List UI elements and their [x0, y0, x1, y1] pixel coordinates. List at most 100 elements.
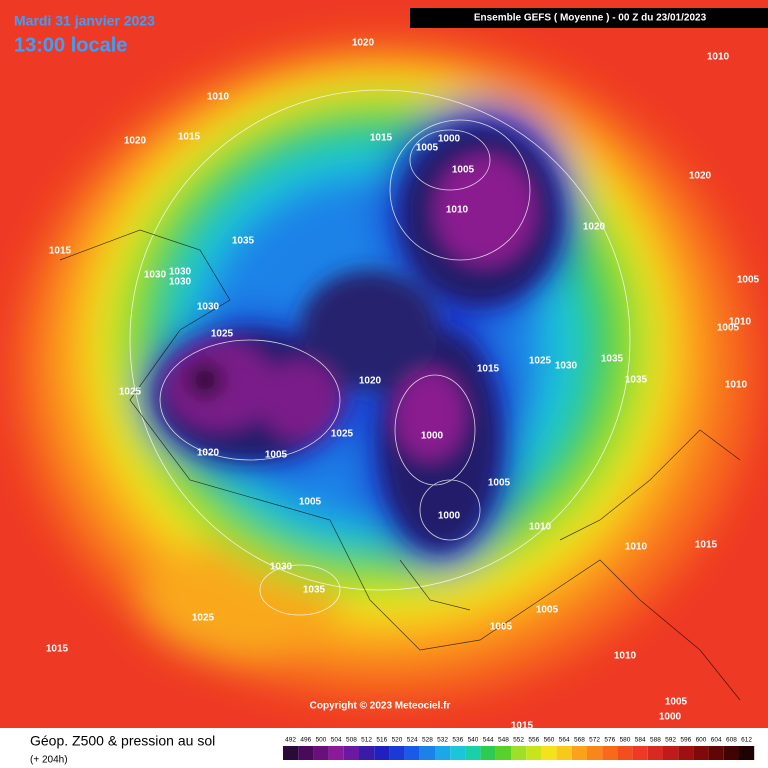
colorbar-label: 544: [483, 737, 494, 744]
colorbar-label: 492: [285, 737, 296, 744]
isobar-label: 1005: [265, 450, 288, 461]
colorbar-swatch: [450, 746, 466, 760]
colorbar-swatch: [465, 746, 481, 760]
colorbar-label: 548: [498, 737, 509, 744]
colorbar-swatch: [663, 746, 679, 760]
lead-time: (+ 204h): [30, 755, 68, 766]
isobar-label: 1010: [446, 205, 469, 216]
colorbar-label: 588: [650, 737, 661, 744]
isobar-label: 1020: [583, 222, 606, 233]
colorbar-swatch: [693, 746, 709, 760]
local-time: 13:00 locale: [14, 34, 127, 56]
run-label: Ensemble GEFS ( Moyenne ) - 00 Z du 23/0…: [474, 13, 707, 24]
colorbar: 492 496 500 504 508 512 516 520 524 528 532 536 540 5…: [283, 737, 755, 760]
isobar-label: 1025: [211, 329, 234, 340]
colorbar-swatch: [511, 746, 527, 760]
colorbar-label: 504: [331, 737, 342, 744]
isobar-label: 1005: [717, 323, 740, 334]
colorbar-label: 592: [665, 737, 676, 744]
colorbar-swatch: [298, 746, 314, 760]
isobar-label: 1005: [488, 478, 511, 489]
colorbar-label: 540: [468, 737, 479, 744]
isobar-label: 1015: [178, 132, 201, 143]
colorbar-label: 552: [513, 737, 524, 744]
isobar-label: 1005: [416, 143, 439, 154]
colorbar-label: 600: [696, 737, 707, 744]
isobar-label: 1005: [452, 165, 475, 176]
colorbar-swatch: [328, 746, 344, 760]
colorbar-label: 556: [528, 737, 539, 744]
colorbar-swatch: [374, 746, 390, 760]
copyright: Copyright © 2023 Meteociel.fr: [310, 701, 451, 712]
colorbar-swatch: [389, 746, 405, 760]
isobar-label: 1010: [529, 522, 552, 533]
colorbar-swatch: [739, 746, 755, 760]
colorbar-swatch: [587, 746, 603, 760]
footer-title: Géop. Z500 & pression au sol: [30, 733, 215, 749]
isobar-label: 1025: [529, 356, 552, 367]
isobar-label: 1010: [207, 92, 230, 103]
isobar-label: 1005: [490, 622, 513, 633]
isobar-label: 1030: [144, 270, 167, 281]
colorbar-label: 524: [407, 737, 418, 744]
colorbar-label: 496: [300, 737, 311, 744]
colorbar-label: 612: [741, 737, 752, 744]
colorbar-label: 572: [589, 737, 600, 744]
colorbar-swatch: [526, 746, 542, 760]
colorbar-label: 564: [559, 737, 570, 744]
colorbar-label: 580: [620, 737, 631, 744]
colorbar-swatch: [723, 746, 739, 760]
isobar-label: 1035: [625, 375, 648, 386]
isobar-label: 1035: [601, 354, 624, 365]
isobar-label: 1010: [614, 651, 637, 662]
colorbar-swatch: [602, 746, 618, 760]
isobar-label: 1020: [689, 171, 712, 182]
colorbar-label: 568: [574, 737, 585, 744]
isobar-label: 1030: [555, 361, 578, 372]
colorbar-swatch: [404, 746, 420, 760]
colorbar-swatch: [541, 746, 557, 760]
colorbar-swatch: [435, 746, 451, 760]
isobar-label: 1005: [536, 605, 559, 616]
colorbar-label: 604: [711, 737, 722, 744]
isobar-label: 1005: [737, 275, 760, 286]
colorbar-label: 516: [376, 737, 387, 744]
isobar-label: 1015: [477, 364, 500, 375]
isobar-label: 1015: [46, 644, 69, 655]
colorbar-label: 536: [452, 737, 463, 744]
colorbar-swatch: [283, 746, 299, 760]
isobar-label: 1000: [659, 712, 682, 723]
isobar-label: 1015: [49, 246, 72, 257]
isobar-label: 1030: [169, 267, 192, 278]
colorbar-label: 608: [726, 737, 737, 744]
isobar-label: 1025: [119, 387, 142, 398]
colorbar-label: 512: [361, 737, 372, 744]
colorbar-swatch: [708, 746, 724, 760]
colorbar-swatch: [556, 746, 572, 760]
isobar-label: 1005: [299, 497, 322, 508]
isobar-label: 1020: [124, 136, 147, 147]
isobar-label: 1025: [192, 613, 215, 624]
isobar-label: 1030: [169, 277, 192, 288]
colorbar-swatch: [571, 746, 587, 760]
isobar-label: 1030: [270, 562, 293, 573]
date: Mardi 31 janvier 2023: [14, 13, 155, 29]
colorbar-swatch: [480, 746, 496, 760]
colorbar-swatch: [632, 746, 648, 760]
isobar-labels: 1020 1010 1010 1020 1015 1015 1000 1005 1005 1010…: [46, 38, 760, 732]
isobar-label: 1020: [359, 376, 382, 387]
colorbar-swatch: [678, 746, 694, 760]
isobar-label: 1000: [421, 431, 444, 442]
colorbar-label: 520: [392, 737, 403, 744]
isobar-label: 1020: [352, 38, 375, 49]
colorbar-label: 596: [680, 737, 691, 744]
colorbar-label: 560: [544, 737, 555, 744]
colorbar-label: 500: [316, 737, 327, 744]
colorbar-swatch: [343, 746, 359, 760]
colorbar-label: 584: [635, 737, 646, 744]
run-box: [410, 8, 768, 28]
isobar-label: 1010: [707, 52, 730, 63]
colorbar-swatch: [647, 746, 663, 760]
isobar-label: 1000: [438, 511, 461, 522]
